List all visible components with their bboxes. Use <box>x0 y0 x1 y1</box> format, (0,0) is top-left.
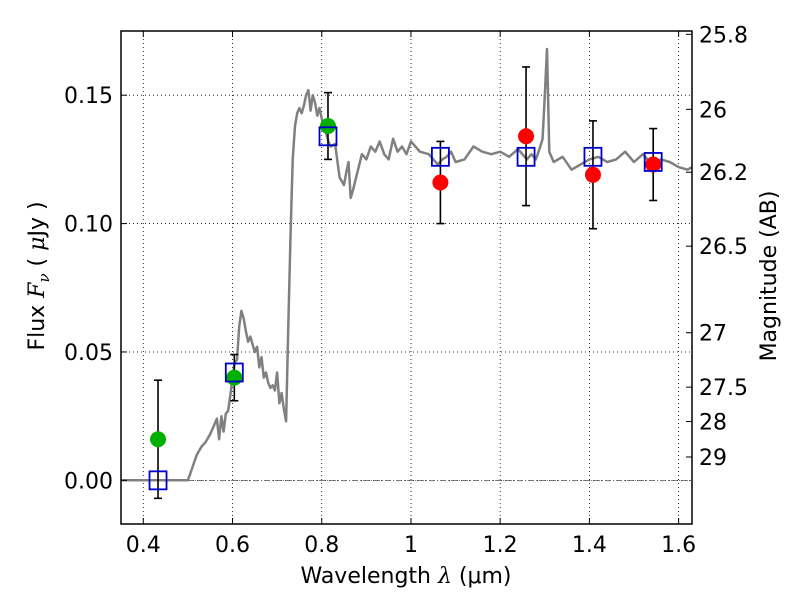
y-tick-label: 0.15 <box>64 84 113 109</box>
x-tick-label: 1.6 <box>661 533 696 558</box>
x-tick-label: 1 <box>404 533 418 558</box>
y2-tick-label: 26.5 <box>699 235 748 260</box>
data-point <box>319 118 336 135</box>
plot-frame <box>120 30 693 525</box>
data-point <box>518 128 535 145</box>
y-tick-label: 0.00 <box>64 469 113 494</box>
data-point <box>645 156 662 173</box>
model-flux-marker <box>583 146 603 167</box>
y2-tick-label: 27 <box>699 322 727 347</box>
axes: 0.4 0.6 0.8 1 1.2 1.4 1.6 0.00 0.05 0.10 0.15 25.8 2… <box>64 23 748 558</box>
model-flux-marker <box>643 152 663 172</box>
x-tick-label: 0.4 <box>126 533 161 558</box>
x-axis-label: Wavelength λ (μm) <box>300 564 511 589</box>
x-tick-label: 0.8 <box>304 533 339 558</box>
y2-tick-label: 25.8 <box>699 23 748 48</box>
grid <box>121 31 692 524</box>
y2-tick-label: 26.2 <box>699 161 748 186</box>
model-flux-marker <box>224 362 244 383</box>
y2-axis-label: Magnitude (AB) <box>757 191 782 362</box>
x-tick-label: 1.4 <box>572 533 607 558</box>
y-axis-label: Flux Fν ( μJy ) <box>25 201 53 350</box>
data-point <box>432 174 449 191</box>
sed-model-line <box>121 47 693 482</box>
y-tick-label: 0.10 <box>64 213 113 238</box>
data-point <box>226 369 243 386</box>
x-tick-label: 0.6 <box>215 533 250 558</box>
model-flux-marker <box>318 126 338 147</box>
y2-tick-label: 29 <box>699 446 727 471</box>
series-layer <box>121 47 693 500</box>
y-tick-label: 0.05 <box>64 341 113 366</box>
model-flux-marker <box>516 146 536 167</box>
model-flux-marker <box>148 470 168 491</box>
x-tick-label: 1.2 <box>483 533 518 558</box>
y2-tick-label: 27.5 <box>699 376 748 401</box>
data-point <box>584 166 601 183</box>
model-flux-marker <box>431 146 450 167</box>
y2-tick-label: 28 <box>699 411 727 436</box>
data-point <box>150 431 167 448</box>
y2-tick-label: 26 <box>699 98 727 123</box>
